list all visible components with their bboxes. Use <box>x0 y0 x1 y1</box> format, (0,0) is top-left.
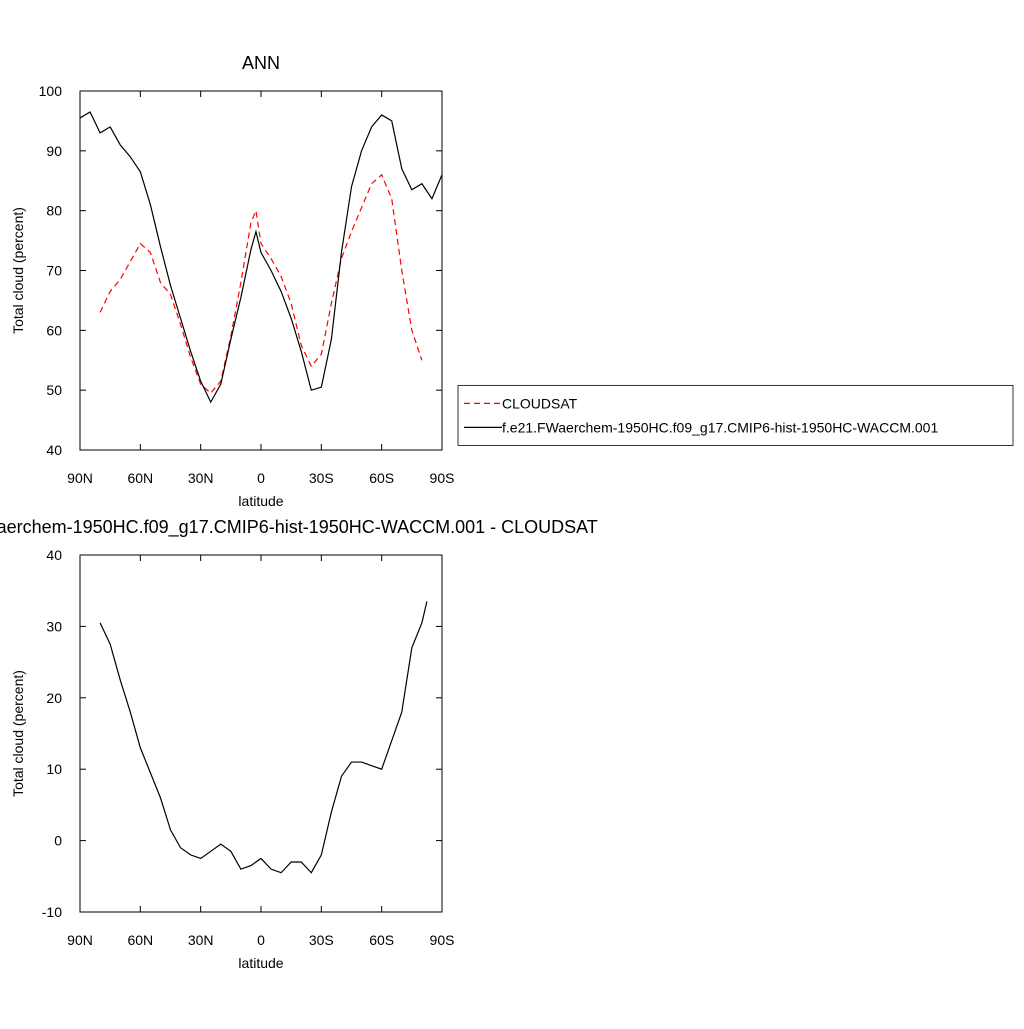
x-axis-label: latitude <box>238 955 283 971</box>
x-tick-label: 0 <box>257 470 265 486</box>
x-tick-label: 0 <box>257 932 265 948</box>
y-tick-label: 90 <box>46 143 62 159</box>
x-tick-label: 30S <box>309 932 334 948</box>
legend-label: CLOUDSAT <box>502 395 578 411</box>
series-line <box>99 601 428 874</box>
y-tick-label: 20 <box>46 690 62 706</box>
y-axis-label: Total cloud (percent) <box>10 207 26 334</box>
x-tick-label: 60N <box>127 470 153 486</box>
y-tick-label: 50 <box>46 382 62 398</box>
y-tick-label: 60 <box>46 322 62 338</box>
x-tick-label: 60N <box>127 932 153 948</box>
y-tick-label: 80 <box>46 203 62 219</box>
legend-label: f.e21.FWaerchem-1950HC.f09_g17.CMIP6-his… <box>502 419 938 435</box>
y-tick-label: 0 <box>54 833 62 849</box>
x-tick-label: 90N <box>67 470 93 486</box>
x-tick-label: 30N <box>188 932 214 948</box>
y-tick-label: 40 <box>46 547 62 563</box>
y-tick-label: 100 <box>39 83 63 99</box>
y-axis-label: Total cloud (percent) <box>10 670 26 797</box>
series-line <box>79 111 443 404</box>
plot-frame <box>79 90 443 451</box>
y-tick-label: 30 <box>46 618 62 634</box>
x-tick-label: 60S <box>369 932 394 948</box>
y-tick-label: 40 <box>46 442 62 458</box>
legend-box <box>457 384 1014 446</box>
x-axis-label: latitude <box>238 493 283 509</box>
x-tick-label: 90S <box>430 932 455 948</box>
series-line <box>99 173 423 395</box>
y-tick-label: 70 <box>46 263 62 279</box>
chart-title: f.e21.FWaerchem-1950HC.f09_g17.CMIP6-his… <box>0 517 598 538</box>
x-tick-label: 60S <box>369 470 394 486</box>
y-tick-label: -10 <box>42 904 62 920</box>
x-tick-label: 90S <box>430 470 455 486</box>
x-tick-label: 30N <box>188 470 214 486</box>
x-tick-label: 30S <box>309 470 334 486</box>
y-tick-label: 10 <box>46 761 62 777</box>
chart-title: ANN <box>242 53 280 73</box>
x-tick-label: 90N <box>67 932 93 948</box>
